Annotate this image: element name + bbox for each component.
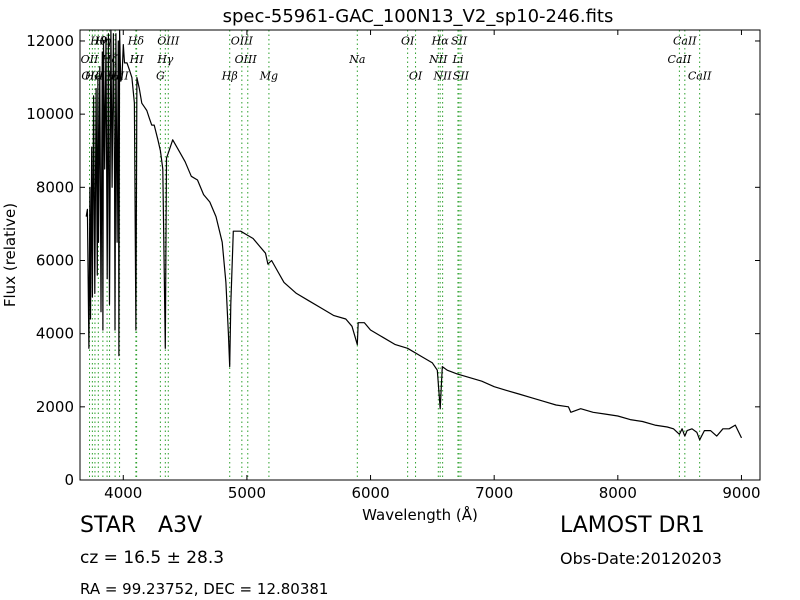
y-tick-label-4: 8000 [36, 178, 74, 196]
x-axis-label: Wavelength (Å) [362, 505, 478, 524]
axis-ticks: 4000 5000 6000 7000 8000 9000 0 2000 4000 6000 800… [26, 30, 761, 502]
line-label-4: OIII [231, 35, 254, 48]
y-tick-label-1: 2000 [36, 398, 74, 416]
line-label-6: Hα [431, 35, 450, 48]
line-label-0: Hθ [89, 35, 107, 48]
line-label-13: OIII [235, 53, 258, 66]
line-label-27: SII [453, 69, 470, 82]
y-tick-label-0: 0 [64, 471, 74, 489]
x-tick-label-3: 7000 [475, 484, 513, 502]
x-tick-label-1: 5000 [228, 484, 266, 502]
y-tick-label-5: 10000 [26, 105, 74, 123]
line-label-1: Hη [94, 35, 112, 48]
plot-frame [79, 29, 761, 481]
y-tick-label-6: 12000 [26, 32, 74, 50]
line-label-17: CaII [668, 53, 692, 66]
object-classification: STAR A3V [80, 513, 202, 538]
x-tick-label-5: 9000 [722, 484, 760, 502]
emission-line-markers [89, 30, 701, 480]
line-label-12: Hγ [156, 53, 174, 66]
line-label-11: HI [129, 53, 145, 66]
line-label-7: SII [451, 35, 468, 48]
line-label-25: OI [409, 69, 423, 82]
y-tick-label-2: 4000 [36, 325, 74, 343]
line-label-5: OI [401, 35, 415, 48]
line-label-22: G [156, 69, 165, 82]
line-label-8: CaII [673, 35, 697, 48]
line-label-28: CaII [688, 69, 712, 82]
spectrum-line-0 [85, 29, 743, 441]
flux-series [85, 29, 743, 441]
line-label-26: NII [432, 69, 452, 82]
sky-coordinates: RA = 99.23752, DEC = 12.80381 [80, 580, 329, 598]
chart-title: spec-55961-GAC_100N13_V2_sp10-246.fits [223, 6, 614, 27]
redshift-value: cz = 16.5 ± 28.3 [80, 548, 225, 568]
line-label-16: Li [452, 53, 464, 66]
object-subclass: A3V [158, 513, 203, 538]
x-tick-label-4: 8000 [599, 484, 637, 502]
x-tick-label-0: 4000 [104, 484, 142, 502]
line-label-14: Na [348, 53, 365, 66]
observation-date: Obs-Date:20120203 [560, 549, 722, 568]
object-class: STAR [80, 513, 137, 538]
survey-release: LAMOST DR1 [560, 513, 705, 538]
line-label-15: NII [428, 53, 448, 66]
x-tick-label-2: 6000 [351, 484, 389, 502]
line-label-24: Mg [259, 69, 278, 82]
line-label-9: OII [81, 53, 99, 66]
y-tick-label-3: 6000 [36, 251, 74, 269]
line-label-23: Hβ [221, 69, 238, 82]
line-label-3: OIII [157, 35, 180, 48]
y-axis-label: Flux (relative) [1, 203, 19, 307]
line-label-2: Hδ [127, 35, 145, 48]
